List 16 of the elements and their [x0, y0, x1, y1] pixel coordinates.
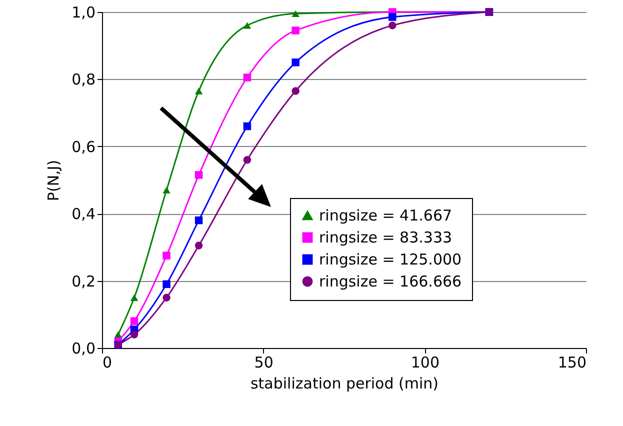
y-tick-label: 0,0 [72, 340, 96, 358]
legend-label: ringsize = 166.666 [319, 272, 462, 290]
x-tick-label: 150 [558, 354, 586, 372]
x-tick-label: 50 [254, 354, 274, 372]
x-axis-title: stabilization period (min) [250, 374, 439, 392]
y-tick-label: 0,2 [72, 272, 96, 290]
legend-label: ringsize = 83.333 [319, 228, 452, 246]
legend-label: ringsize = 125.000 [319, 250, 462, 268]
y-tick-label: 1,0 [72, 4, 96, 22]
legend-label: ringsize = 41.667 [319, 206, 452, 224]
y-tick-label: 0,8 [72, 70, 96, 89]
x-tick-label: 0 [102, 354, 112, 372]
x-tick-label: 100 [410, 354, 440, 372]
y-axis-title: P(N,J) [44, 160, 63, 202]
y-tick-label: 0,6 [72, 138, 96, 156]
y-tick-label: 0,4 [72, 205, 96, 224]
